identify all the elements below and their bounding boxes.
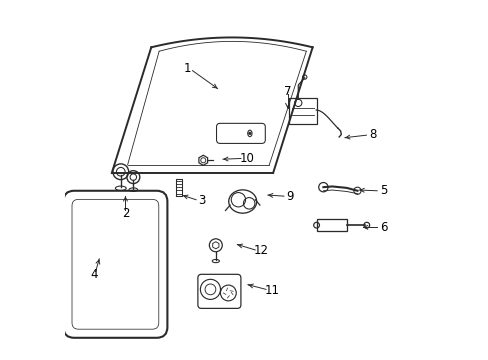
Text: 5: 5 bbox=[379, 184, 386, 197]
Text: 9: 9 bbox=[286, 190, 294, 203]
Text: 8: 8 bbox=[368, 129, 376, 141]
Text: 10: 10 bbox=[240, 152, 254, 165]
Text: 11: 11 bbox=[264, 284, 279, 297]
Text: 4: 4 bbox=[90, 268, 98, 281]
Text: 1: 1 bbox=[183, 62, 191, 76]
Text: 6: 6 bbox=[379, 221, 386, 234]
Text: 2: 2 bbox=[122, 207, 129, 220]
Text: 12: 12 bbox=[253, 244, 268, 257]
Circle shape bbox=[248, 132, 251, 135]
Text: 3: 3 bbox=[198, 194, 205, 207]
Text: 7: 7 bbox=[283, 85, 291, 98]
